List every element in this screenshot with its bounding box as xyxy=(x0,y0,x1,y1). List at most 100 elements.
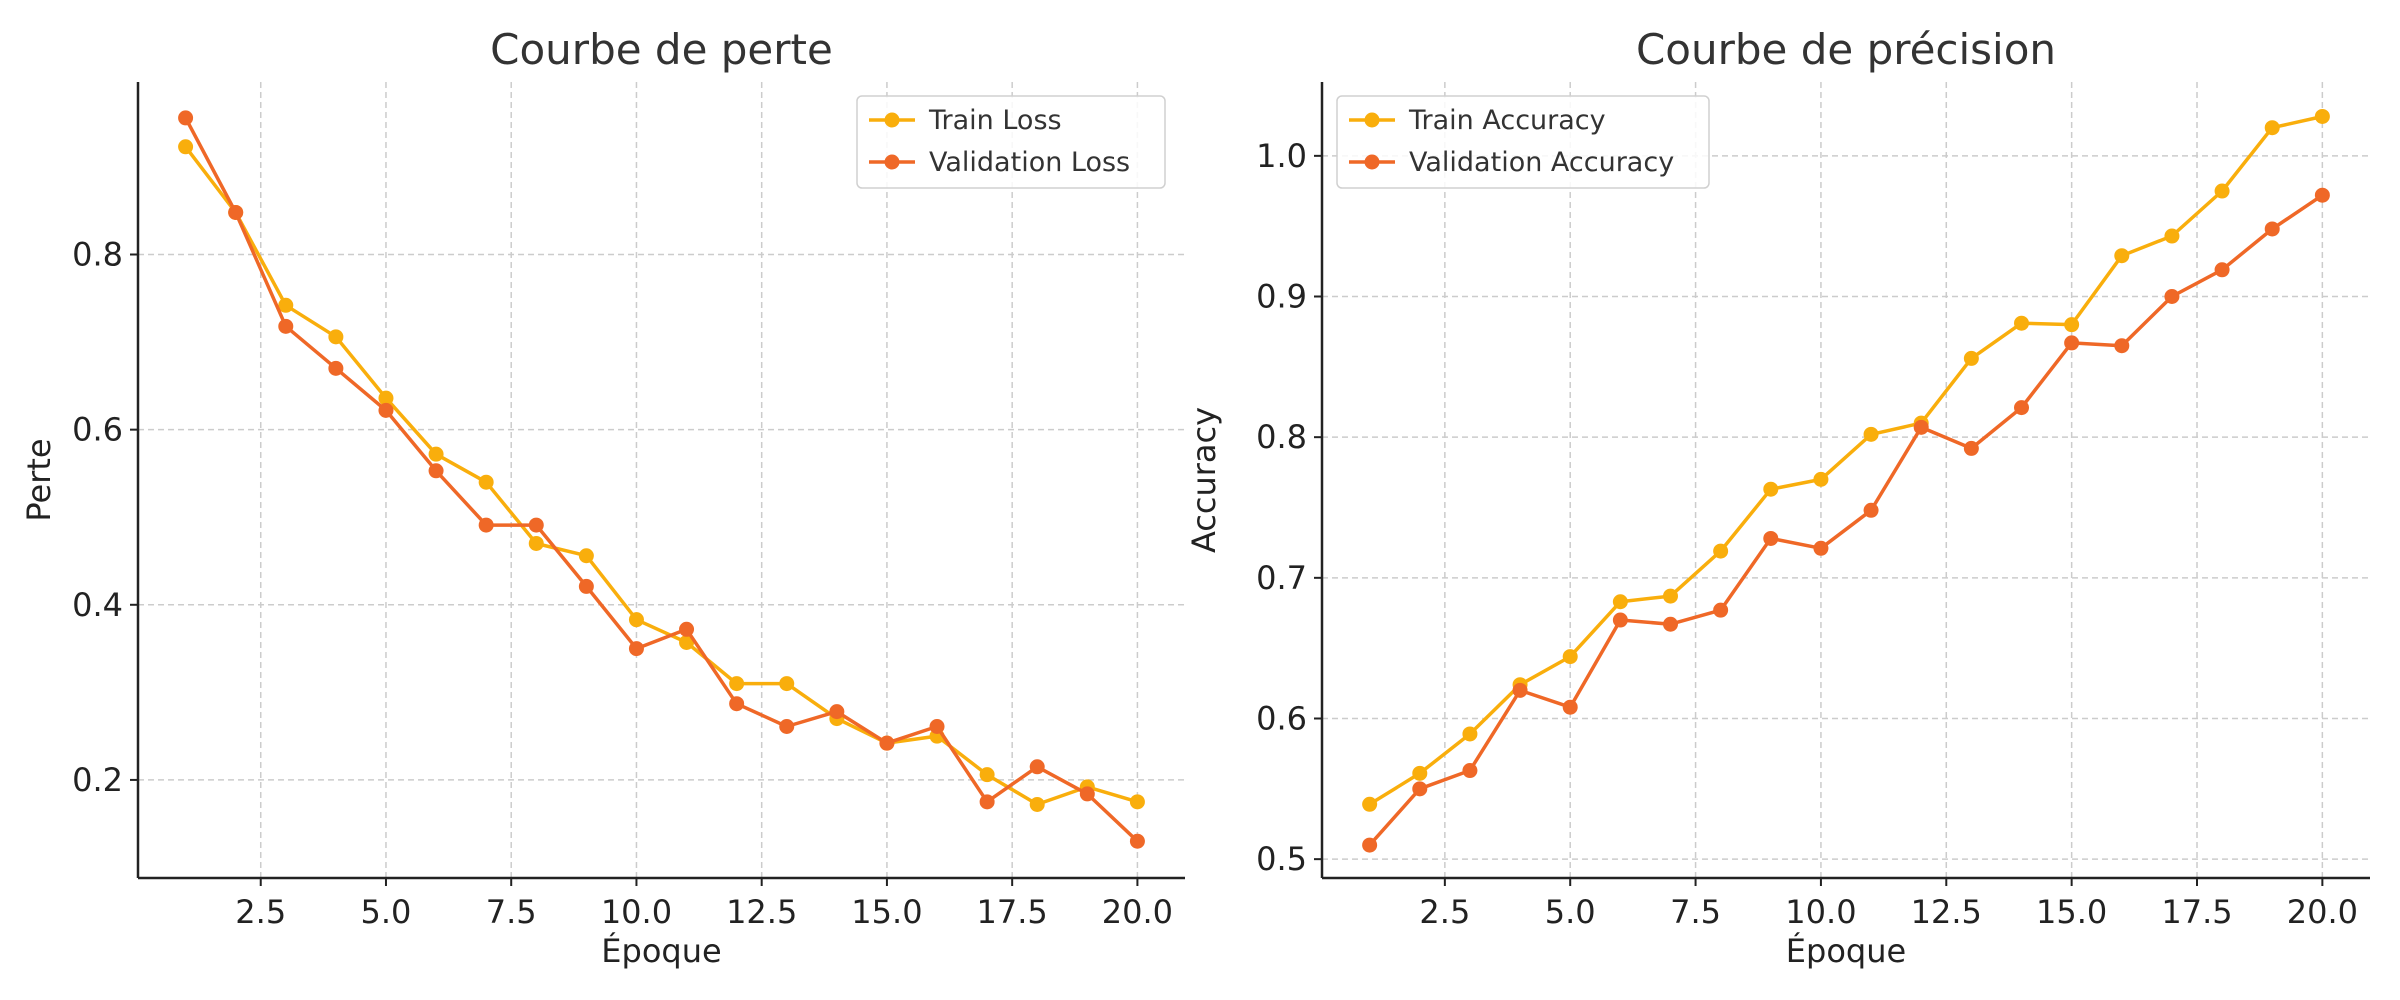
legend-point-marker xyxy=(884,154,900,170)
data-point xyxy=(2214,183,2230,199)
x-tick-label: 7.5 xyxy=(486,893,537,931)
chart-title: Courbe de perte xyxy=(490,25,833,74)
data-point xyxy=(628,641,644,657)
chart-panel-1: 2.5 5.0 7.5 10.0 12.5 15.0 17.5 20.0 0.2 0.4 0.6 0.… xyxy=(20,25,1185,970)
data-point xyxy=(2014,315,2030,331)
legend: Train Loss Validation Loss xyxy=(856,95,1166,189)
data-point xyxy=(679,634,695,650)
data-point xyxy=(1129,833,1145,849)
data-point xyxy=(979,794,995,810)
data-point xyxy=(478,517,494,533)
data-point xyxy=(178,110,194,126)
data-point xyxy=(1713,602,1729,618)
data-point xyxy=(1362,837,1378,853)
data-point xyxy=(278,318,294,334)
data-point xyxy=(428,446,444,462)
data-point xyxy=(929,719,945,735)
legend-point-marker xyxy=(884,112,900,128)
y-tick-label: 0.6 xyxy=(72,411,123,449)
y-tick-label: 0.8 xyxy=(1256,418,1307,456)
y-tick-label: 0.2 xyxy=(72,761,123,799)
data-point xyxy=(1713,543,1729,559)
data-point xyxy=(328,360,344,376)
chart-title: Courbe de précision xyxy=(1636,25,2056,74)
data-point xyxy=(428,463,444,479)
y-tick-label: 1.0 xyxy=(1256,137,1307,175)
x-tick-label: 7.5 xyxy=(1670,893,1721,931)
data-point xyxy=(1412,765,1428,781)
data-point xyxy=(178,139,194,155)
y-axis-label: Perte xyxy=(20,438,58,521)
data-point xyxy=(1029,796,1045,812)
series-line xyxy=(1368,193,2324,847)
data-point xyxy=(228,204,244,220)
data-point xyxy=(1662,588,1678,604)
series-line xyxy=(184,117,1139,843)
data-point xyxy=(1963,440,1979,456)
data-point xyxy=(979,767,995,783)
legend-box xyxy=(856,95,1166,189)
x-tick-label: 15.0 xyxy=(2036,893,2107,931)
data-point xyxy=(1863,426,1879,442)
data-point xyxy=(2314,108,2330,124)
data-point xyxy=(2114,248,2130,264)
data-point xyxy=(1512,682,1528,698)
data-point xyxy=(679,621,695,637)
grid xyxy=(138,82,1185,878)
data-point xyxy=(1462,726,1478,742)
data-point xyxy=(1612,594,1628,610)
legend-label: Validation Loss xyxy=(929,147,1130,178)
data-point xyxy=(2164,289,2180,305)
y-tick-label: 0.6 xyxy=(1256,699,1307,737)
x-axis-label: Époque xyxy=(1786,932,1906,970)
data-point xyxy=(729,676,745,692)
x-tick-label: 10.0 xyxy=(1785,893,1856,931)
data-point xyxy=(1963,350,1979,366)
data-point xyxy=(829,704,845,720)
y-tick-label: 0.4 xyxy=(72,586,123,624)
data-point xyxy=(1029,759,1045,775)
data-point xyxy=(378,390,394,406)
data-point xyxy=(779,676,795,692)
x-tick-label: 17.5 xyxy=(2161,893,2232,931)
data-point xyxy=(1129,794,1145,810)
data-point xyxy=(628,612,644,628)
x-tick-label: 20.0 xyxy=(1102,893,1173,931)
data-point xyxy=(2214,262,2230,278)
y-axis-label: Accuracy xyxy=(1185,407,1223,553)
series-1 xyxy=(1362,108,2330,812)
data-point xyxy=(1763,481,1779,497)
x-tick-label: 15.0 xyxy=(851,893,922,931)
data-point xyxy=(1079,786,1095,802)
data-point xyxy=(278,297,294,313)
data-point xyxy=(1813,471,1829,487)
y-tick-label: 0.8 xyxy=(72,236,123,274)
data-point xyxy=(1362,796,1378,812)
legend-box xyxy=(1336,95,1710,189)
legend-point-marker xyxy=(1364,112,1380,128)
x-tick-label: 17.5 xyxy=(977,893,1048,931)
series-1 xyxy=(178,139,1145,812)
x-axis-label: Époque xyxy=(601,932,721,970)
data-point xyxy=(1562,649,1578,665)
data-point xyxy=(2114,338,2130,354)
data-point xyxy=(478,474,494,490)
data-point xyxy=(2014,400,2030,416)
data-point xyxy=(2064,335,2080,351)
data-point xyxy=(378,402,394,418)
data-point xyxy=(328,329,344,345)
data-point xyxy=(2064,317,2080,333)
data-point xyxy=(528,517,544,533)
data-point xyxy=(1462,763,1478,779)
data-point xyxy=(1612,612,1628,628)
x-tick-label: 5.0 xyxy=(1545,893,1596,931)
series-2 xyxy=(178,110,1145,849)
x-tick-label: 10.0 xyxy=(601,893,672,931)
data-point xyxy=(1813,540,1829,556)
data-point xyxy=(578,578,594,594)
chart-panel-2: 2.5 5.0 7.5 10.0 12.5 15.0 17.5 20.0 0.5 0.6 0.7 0.… xyxy=(1185,25,2370,970)
data-point xyxy=(1662,616,1678,632)
data-point xyxy=(1763,530,1779,546)
series-2 xyxy=(1362,187,2330,853)
